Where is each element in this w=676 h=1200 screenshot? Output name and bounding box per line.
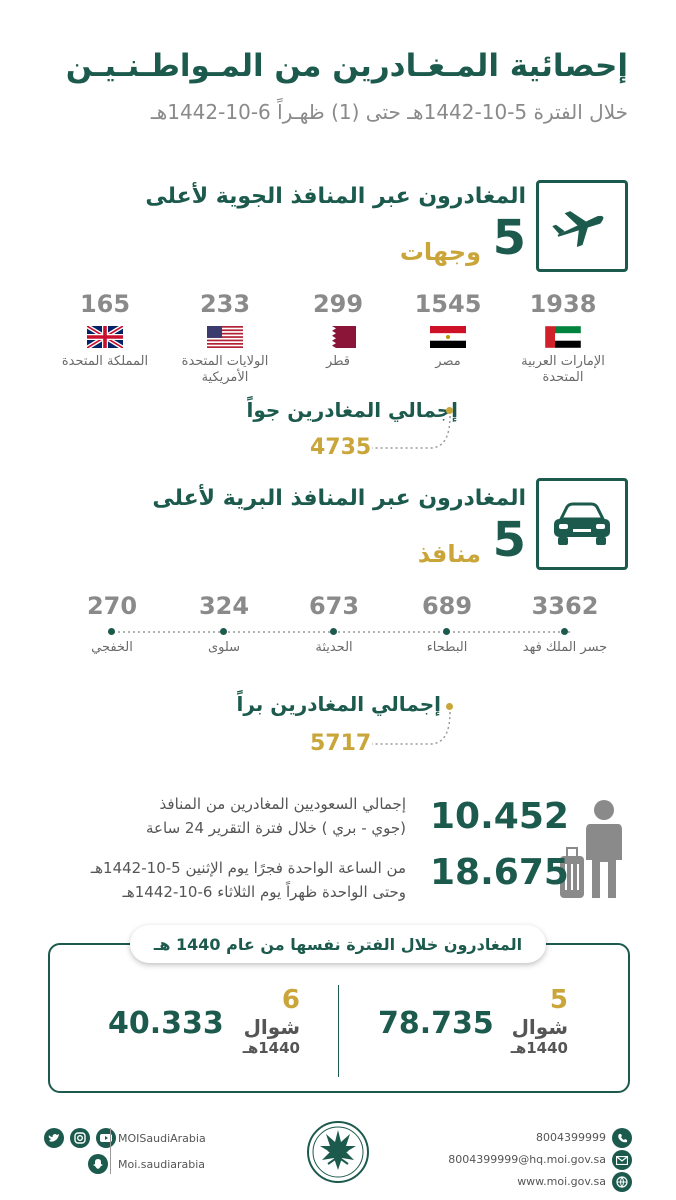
comparison-item-day6: 6 شوال 1440هـ	[243, 985, 300, 1057]
uk-flag-icon	[87, 326, 123, 348]
timeline-dot	[220, 628, 227, 635]
airplane-icon	[552, 211, 604, 248]
summary-total-value: 10.452	[430, 796, 569, 837]
airplane-icon-box	[536, 180, 628, 272]
comparison-value-day5: 78.735	[378, 1006, 494, 1041]
ports-timeline	[108, 631, 570, 633]
port-value: 689	[421, 592, 473, 620]
destination-value: 299	[312, 290, 364, 318]
comparison-day: 6	[281, 985, 300, 1015]
summary-total-text: إجمالي السعوديين المغادرين من المنافذ (ج…	[46, 792, 406, 840]
destination-value: 1545	[414, 290, 482, 318]
timeline-dot	[561, 628, 568, 635]
snapchat-icon-wrap	[88, 1154, 108, 1174]
footer-handle-1[interactable]: MOISaudiArabia	[118, 1132, 206, 1145]
usa-flag-icon	[207, 326, 243, 348]
destination-value: 165	[79, 290, 131, 318]
comparison-item-day5: 5 شوال 1440هـ	[511, 985, 568, 1057]
air-count-label: وجهات	[399, 238, 481, 266]
comparison-day: 5	[549, 985, 568, 1015]
egypt-flag-icon	[430, 326, 466, 348]
page-title: إحصائية المـغـادرين من المـواطـنـيـن	[65, 48, 628, 84]
port-value: 324	[198, 592, 250, 620]
destination-name: قطر	[325, 354, 351, 369]
social-icons-row	[44, 1128, 116, 1148]
land-total-label: إجمالي المغادرين براً	[236, 692, 441, 716]
connector-dot	[446, 407, 453, 414]
instagram-icon[interactable]	[70, 1128, 90, 1148]
port-batha: 689 البطحاء	[392, 592, 502, 655]
land-count-label: منافذ	[417, 540, 481, 568]
footer-email[interactable]: 8004399999@hq.moi.gov.sa	[448, 1153, 606, 1166]
port-name: الخفجي	[91, 640, 133, 655]
uae-flag-icon	[545, 326, 581, 348]
summary-text-line: (جوي - بري ) خلال فترة التقرير 24 ساعة	[146, 819, 406, 837]
comparison-year: 1440هـ	[242, 1039, 300, 1057]
port-value: 3362	[531, 592, 599, 620]
footer-handle-2[interactable]: Moi.saudiarabia	[118, 1158, 206, 1171]
timeline-dot	[443, 628, 450, 635]
snapchat-icon[interactable]	[88, 1154, 108, 1174]
air-total-value: 4735	[310, 435, 372, 460]
port-salwa: 324 سلوى	[169, 592, 279, 655]
air-section-title: المغادرون عبر المنافذ الجوية لأعلى	[145, 184, 526, 209]
air-total-connector	[372, 415, 451, 449]
car-icon-box	[536, 478, 628, 570]
qatar-flag-icon	[320, 326, 356, 348]
summary-text-line: وحتى الواحدة ظهراً يوم الثلاثاء 6-10-144…	[122, 883, 406, 901]
summary-second-value: 18.675	[430, 852, 569, 893]
destination-usa: 233 الولايات المتحدة الأمريكية	[170, 290, 280, 386]
destination-value: 1938	[529, 290, 597, 318]
port-king-fahd: 3362 جسر الملك فهد	[510, 592, 620, 655]
destination-uae: 1938 الإمارات العربية المتحدة	[508, 290, 618, 386]
destination-uk: 165 المملكة المتحدة	[50, 290, 160, 370]
destination-name: الولايات المتحدة الأمريكية	[181, 354, 269, 385]
globe-icon	[612, 1172, 632, 1192]
comparison-month: شوال	[511, 1015, 568, 1039]
air-count: 5	[492, 210, 526, 266]
youtube-icon[interactable]	[96, 1128, 116, 1148]
land-total-connector	[372, 711, 451, 745]
port-haditha: 673 الحديثة	[279, 592, 389, 655]
comparison-month: شوال	[243, 1015, 300, 1039]
comparison-year: 1440هـ	[510, 1039, 568, 1057]
port-khafji: 270 الخفجي	[57, 592, 167, 655]
port-name: جسر الملك فهد	[522, 640, 608, 655]
port-name: سلوى	[207, 640, 241, 655]
destination-value: 233	[199, 290, 251, 318]
port-name: الحديثة	[315, 640, 353, 655]
summary-text-line: من الساعة الواحدة فجرًا يوم الإثنين 5-10…	[90, 859, 406, 877]
destination-name: الإمارات العربية المتحدة	[521, 354, 605, 385]
connector-dot	[446, 703, 453, 710]
timeline-dot	[330, 628, 337, 635]
timeline-dot	[108, 628, 115, 635]
summary-second-text: من الساعة الواحدة فجرًا يوم الإثنين 5-10…	[46, 856, 406, 904]
page-subtitle: خلال الفترة 5-10-1442هـ حتى (1) ظهـراً 6…	[150, 100, 628, 124]
email-icon	[612, 1150, 632, 1170]
port-value: 673	[308, 592, 360, 620]
twitter-icon[interactable]	[44, 1128, 64, 1148]
car-icon	[554, 502, 610, 545]
destination-qatar: 299 قطر	[283, 290, 393, 370]
destination-name: المملكة المتحدة	[61, 354, 149, 369]
comparison-title: المغادرون خلال الفترة نفسها من عام 1440 …	[130, 925, 546, 963]
footer-phone[interactable]: 8004399999	[536, 1131, 606, 1144]
air-total-label: إجمالي المغادرين جواً	[246, 398, 458, 422]
comparison-value-day6: 40.333	[108, 1006, 224, 1041]
port-value: 270	[86, 592, 138, 620]
destination-egypt: 1545 مصر	[393, 290, 503, 370]
land-total-value: 5717	[310, 731, 372, 756]
land-section-title: المغادرون عبر المنافذ البرية لأعلى	[152, 486, 526, 511]
phone-icon	[612, 1128, 632, 1148]
traveler-icon	[560, 800, 622, 898]
destination-name: مصر	[435, 354, 461, 369]
ministry-emblem-icon	[307, 1121, 369, 1183]
land-count: 5	[492, 512, 526, 568]
footer-website[interactable]: www.moi.gov.sa	[517, 1175, 606, 1188]
summary-text-line: إجمالي السعوديين المغادرين من المنافذ	[159, 795, 406, 813]
comparison-divider	[338, 985, 339, 1077]
port-name: البطحاء	[426, 640, 468, 655]
footer-divider	[110, 1128, 111, 1174]
